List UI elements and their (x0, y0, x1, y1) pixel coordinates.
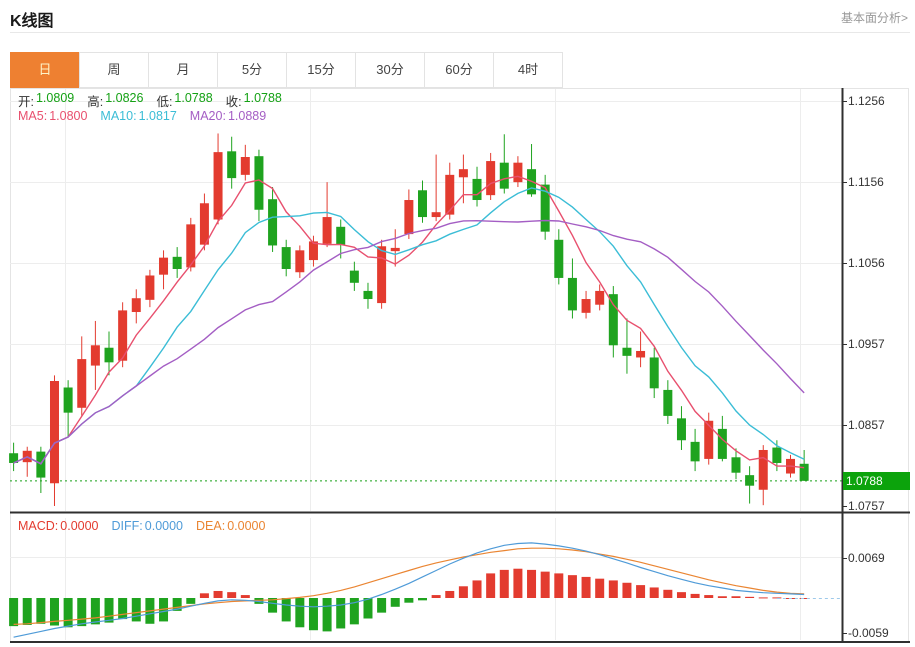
ma10-label: MA10: (100, 109, 137, 123)
dea-label: DEA: (196, 519, 226, 533)
tab-4时[interactable]: 4时 (493, 52, 563, 88)
fundamental-analysis-link[interactable]: 基本面分析> (840, 11, 908, 25)
tab-30分[interactable]: 30分 (355, 52, 425, 88)
price-axis-label: 1.1256 (848, 94, 885, 108)
header-divider (10, 32, 910, 33)
macd-label: MACD: (18, 519, 59, 533)
ma-readout: MA5: 1.0800 MA10: 1.0817 MA20: 1.0889 (18, 109, 266, 123)
ma5-value: 1.0800 (49, 109, 88, 123)
ma5-label: MA5: (18, 109, 48, 123)
dea-value: 0.0000 (227, 519, 266, 533)
page-title: K线图 (10, 13, 54, 30)
price-axis-label: 1.0857 (848, 418, 885, 432)
tab-月[interactable]: 月 (148, 52, 218, 88)
macd-axis-label: 0.0069 (848, 551, 885, 565)
chart-container (10, 88, 909, 643)
tab-60分[interactable]: 60分 (424, 52, 494, 88)
macd-value: 0.0000 (60, 519, 99, 533)
price-axis-label: 1.1056 (848, 256, 885, 270)
close-value: 1.0788 (243, 91, 282, 105)
ohlc-readout: 开: 1.0809 高: 1.0826 低: 1.0788 收: 1.0788 (18, 91, 282, 110)
price-axis-label: 1.0957 (848, 337, 885, 351)
tab-15分[interactable]: 15分 (286, 52, 356, 88)
ma20-value: 1.0889 (227, 109, 267, 123)
diff-value: 0.0000 (144, 519, 183, 533)
open-label: 开: (18, 95, 34, 109)
close-label: 收: (225, 95, 242, 109)
tab-周[interactable]: 周 (79, 52, 149, 88)
tab-5分[interactable]: 5分 (217, 52, 287, 88)
open-value: 1.0809 (35, 91, 75, 105)
price-axis-label: 1.0757 (848, 499, 885, 513)
ma20-label: MA20: (189, 109, 226, 123)
diff-label: DIFF: (111, 519, 143, 533)
high-value: 1.0826 (105, 91, 144, 105)
macd-axis-label: -0.0059 (848, 626, 889, 640)
period-tab-bar: 日周月 5分 15分 30分 60分 4时 (10, 52, 563, 88)
current-price-tag: 1.0788 (843, 472, 910, 490)
low-label: 低: (156, 95, 173, 109)
macd-readout: MACD: 0.0000 DIFF: 0.0000 DEA: 0.0000 (18, 519, 265, 533)
low-value: 1.0788 (174, 91, 213, 105)
price-axis-label: 1.1156 (848, 175, 884, 189)
tab-日[interactable]: 日 (10, 52, 80, 88)
high-label: 高: (87, 95, 104, 109)
ma10-value: 1.0817 (138, 109, 177, 123)
